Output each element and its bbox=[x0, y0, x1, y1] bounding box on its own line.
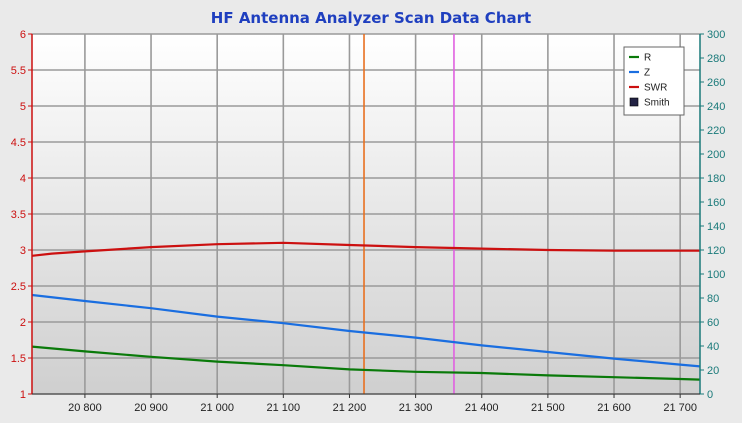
x-axis-tick-label: 21 500 bbox=[531, 402, 565, 414]
x-axis-tick-label: 21 400 bbox=[465, 402, 499, 414]
series-line-z bbox=[31, 293, 701, 368]
left-axis-tick-label: 4.5 bbox=[11, 137, 26, 149]
left-axis-tick-label: 4 bbox=[20, 173, 26, 185]
left-axis-tick-label: 3 bbox=[20, 245, 26, 257]
right-axis-tick-label: 40 bbox=[707, 341, 719, 353]
right-axis-tick-label: 160 bbox=[707, 197, 725, 209]
legend-label: R bbox=[644, 53, 651, 64]
left-axis-tick-label: 3.5 bbox=[11, 209, 26, 221]
series-line-swr bbox=[31, 241, 700, 257]
x-axis-tick-label: 21 000 bbox=[200, 402, 234, 414]
legend-swatch bbox=[629, 97, 639, 107]
left-axis-tick-label: 2 bbox=[20, 317, 26, 329]
series-layer bbox=[31, 241, 701, 381]
x-axis-tick-label: 21 700 bbox=[663, 402, 697, 414]
right-axis-tick-label: 100 bbox=[707, 269, 725, 281]
right-axis-tick-label: 120 bbox=[707, 245, 725, 257]
x-axis-tick-label: 21 100 bbox=[266, 402, 300, 414]
right-axis-tick-label: 220 bbox=[707, 125, 725, 137]
right-axis-tick-label: 0 bbox=[707, 389, 713, 401]
left-axis-tick-label: 2.5 bbox=[11, 281, 26, 293]
right-axis-tick-label: 80 bbox=[707, 293, 719, 305]
x-axis-tick-label: 21 300 bbox=[399, 402, 433, 414]
x-axis-tick-label: 21 200 bbox=[333, 402, 367, 414]
axis-layer: 11.522.533.544.555.560204060801001201401… bbox=[11, 29, 726, 414]
left-axis-tick-label: 1.5 bbox=[11, 353, 26, 365]
left-axis-tick-label: 6 bbox=[20, 29, 26, 41]
legend-label: SWR bbox=[644, 83, 667, 94]
right-axis-tick-label: 280 bbox=[707, 53, 725, 65]
x-axis-tick-label: 20 800 bbox=[68, 402, 102, 414]
right-axis-tick-label: 260 bbox=[707, 77, 725, 89]
right-axis-tick-label: 60 bbox=[707, 317, 719, 329]
right-axis-tick-label: 140 bbox=[707, 221, 725, 233]
legend[interactable]: RZ SWR Smith bbox=[623, 46, 685, 116]
left-axis-tick-label: 5 bbox=[20, 101, 26, 113]
series-line-r bbox=[31, 345, 701, 381]
right-axis-tick-label: 200 bbox=[707, 149, 725, 161]
right-axis-tick-label: 240 bbox=[707, 101, 725, 113]
x-axis-tick-label: 20 900 bbox=[134, 402, 168, 414]
right-axis-tick-label: 20 bbox=[707, 365, 719, 377]
x-axis-tick-label: 21 600 bbox=[597, 402, 631, 414]
right-axis-tick-label: 180 bbox=[707, 173, 725, 185]
marker-layer bbox=[363, 34, 455, 394]
left-axis-tick-label: 5.5 bbox=[11, 65, 26, 77]
chart-title: HF Antenna Analyzer Scan Data Chart bbox=[211, 9, 531, 27]
legend-label: Smith bbox=[644, 98, 670, 109]
legend-label: Z bbox=[644, 68, 650, 79]
left-axis-tick-label: 1 bbox=[20, 389, 26, 401]
right-axis-tick-label: 300 bbox=[707, 29, 725, 41]
